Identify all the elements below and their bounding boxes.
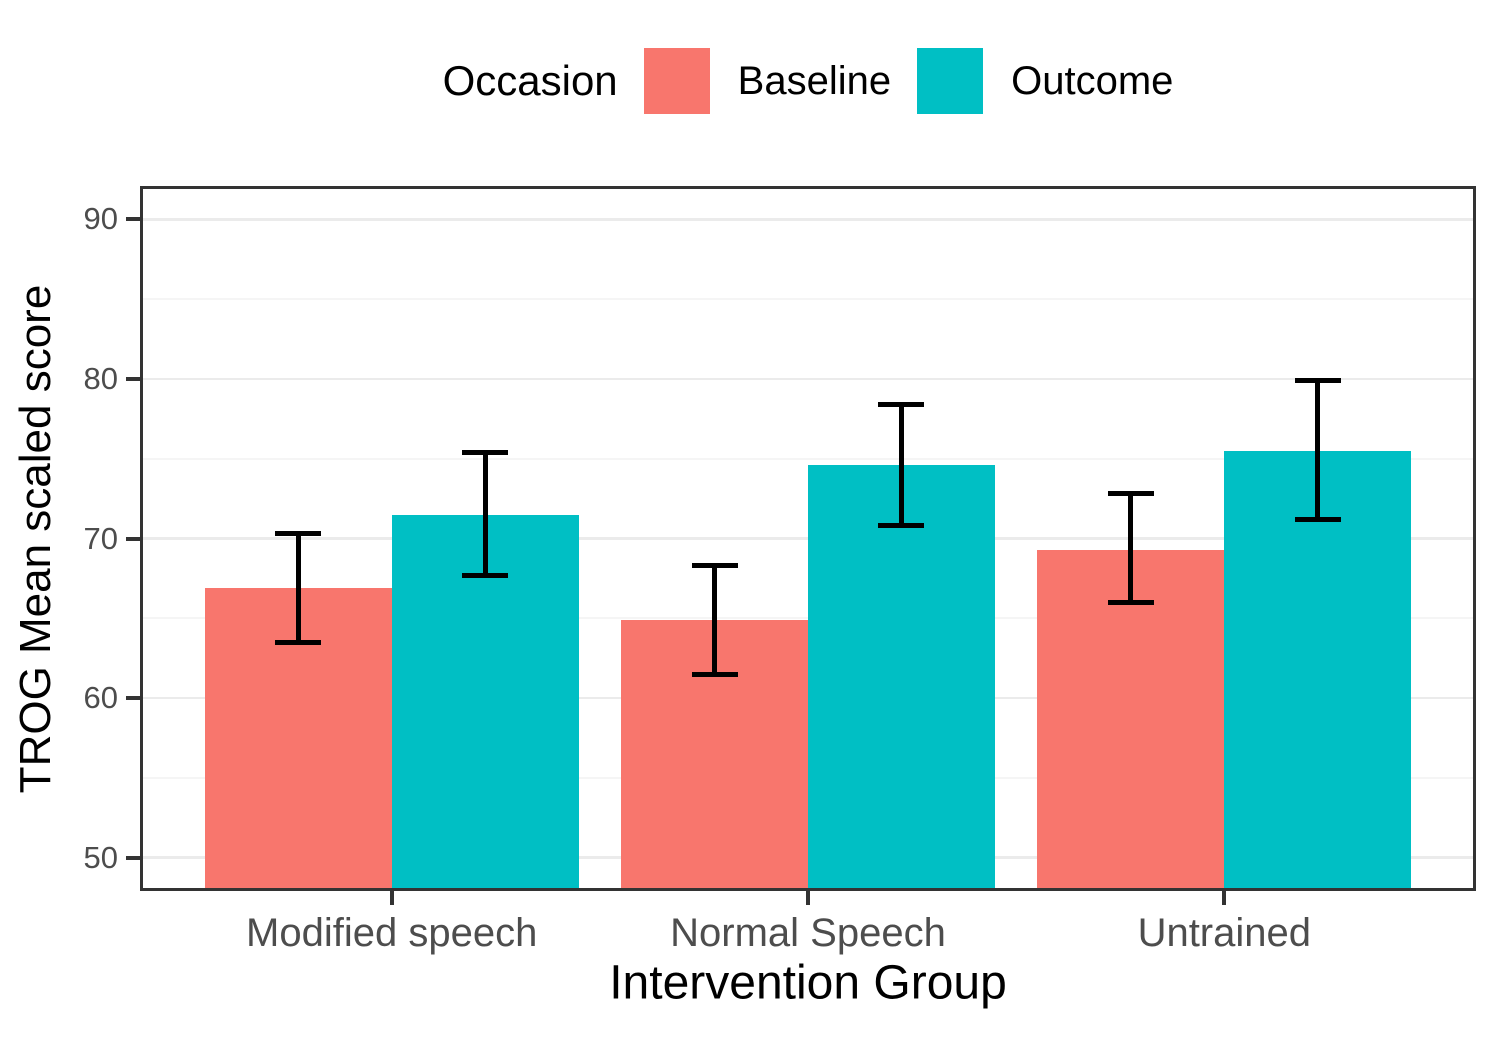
error-bar-outcome-normal-speech-cap-top bbox=[878, 401, 925, 407]
x-axis-tick-mark bbox=[1222, 891, 1227, 905]
legend-item-outcome: Outcome bbox=[917, 48, 1173, 114]
legend-label-outcome: Outcome bbox=[1011, 58, 1174, 103]
error-bar-baseline-normal-speech-cap-bottom bbox=[691, 671, 738, 677]
y-minor-gridline bbox=[143, 457, 1473, 460]
x-axis-tick-mark bbox=[806, 891, 810, 905]
y-axis-tick-label: 60 bbox=[83, 680, 118, 716]
y-axis-tick-mark bbox=[126, 855, 140, 860]
y-axis-tick-mark bbox=[126, 217, 140, 222]
legend: Occasion Baseline Outcome bbox=[140, 38, 1476, 124]
error-bar-outcome-untrained-cap-top bbox=[1294, 378, 1341, 383]
legend-title: Occasion bbox=[442, 57, 618, 104]
y-minor-gridline bbox=[143, 298, 1473, 301]
x-axis-title: Intervention Group bbox=[609, 956, 1007, 1010]
baseline-swatch-icon bbox=[643, 48, 710, 114]
error-bar-outcome-untrained-cap-bottom bbox=[1294, 516, 1341, 522]
y-axis-tick-mark bbox=[126, 536, 140, 541]
error-bar-baseline-untrained-line bbox=[1128, 493, 1134, 603]
error-bar-baseline-modified-speech-cap-top bbox=[275, 531, 322, 537]
error-bar-outcome-normal-speech-cap-bottom bbox=[878, 523, 925, 529]
error-bar-outcome-modified-speech-line bbox=[482, 452, 488, 576]
error-bar-baseline-modified-speech-line bbox=[295, 533, 301, 643]
x-axis-tick-label-untrained: Untrained bbox=[1137, 911, 1311, 955]
y-axis-tick-mark bbox=[126, 376, 140, 381]
error-bar-outcome-modified-speech-cap-top bbox=[462, 449, 509, 455]
error-bar-outcome-normal-speech-line bbox=[898, 404, 904, 526]
x-axis-tick-label-normal-speech: Normal Speech bbox=[670, 911, 946, 955]
y-major-gridline bbox=[143, 218, 1473, 221]
legend-label-baseline: Baseline bbox=[737, 58, 892, 103]
bar-outcome-normal-speech bbox=[808, 465, 995, 888]
error-bar-baseline-normal-speech-cap-top bbox=[691, 563, 738, 569]
plot-panel bbox=[140, 186, 1476, 891]
error-bar-outcome-untrained-line bbox=[1315, 380, 1321, 520]
legend-item-baseline: Baseline bbox=[643, 48, 892, 114]
y-axis-tick-label: 50 bbox=[83, 839, 118, 875]
y-axis-tick-label: 80 bbox=[83, 360, 118, 396]
y-axis-tick-label: 70 bbox=[83, 520, 118, 556]
error-bar-outcome-modified-speech-cap-bottom bbox=[462, 572, 509, 578]
error-bar-baseline-untrained-cap-top bbox=[1107, 491, 1154, 497]
bar-outcome-untrained bbox=[1224, 450, 1412, 888]
error-bar-baseline-normal-speech-line bbox=[712, 565, 718, 675]
error-bar-baseline-untrained-cap-bottom bbox=[1107, 599, 1154, 605]
x-axis-tick-label-modified-speech: Modified speech bbox=[246, 911, 538, 955]
outcome-swatch-icon bbox=[917, 48, 984, 114]
error-bar-baseline-modified-speech-cap-bottom bbox=[275, 639, 322, 645]
x-axis-tick-mark bbox=[389, 891, 394, 905]
y-axis-tick-mark bbox=[126, 696, 140, 701]
y-axis-tick-label: 90 bbox=[83, 201, 118, 237]
y-major-gridline bbox=[143, 377, 1473, 381]
bar-baseline-untrained bbox=[1037, 549, 1225, 888]
